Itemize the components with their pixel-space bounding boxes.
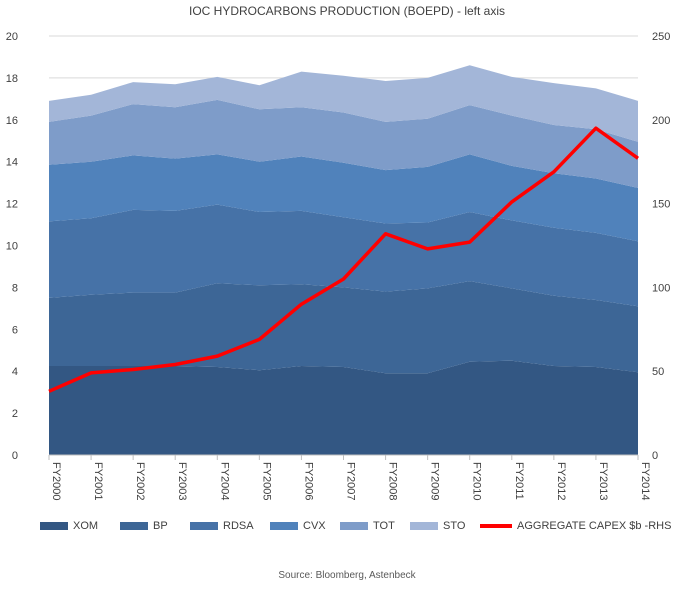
legend-line-swatch <box>480 524 512 528</box>
legend-swatch <box>270 522 298 530</box>
stacked-areas <box>49 65 638 455</box>
y-right-tick-label: 200 <box>652 115 670 127</box>
y-left-tick-label: 16 <box>6 115 18 127</box>
x-tick-label: FY2013 <box>597 462 609 501</box>
legend: XOM BP RDSA CVX TOT STO AGGREGATE CAPEX $b -RH… <box>40 520 680 536</box>
area-bp <box>49 281 638 374</box>
legend-label: CVX <box>303 520 326 532</box>
legend-label: XOM <box>73 520 99 532</box>
y-left-tick-label: 18 <box>6 73 18 85</box>
y-left-tick-label: 0 <box>12 450 18 462</box>
capex-line <box>48 126 640 393</box>
x-tick-label: FY2001 <box>92 462 104 501</box>
y-right-tick-label: 50 <box>652 366 664 378</box>
x-tick-label: FY2008 <box>387 462 399 501</box>
legend-item-tot: TOT <box>340 520 395 532</box>
source-note: Source: Bloomberg, Astenbeck <box>278 570 416 581</box>
x-tick-label: FY2004 <box>218 462 230 501</box>
y-left-tick-label: 14 <box>6 157 18 169</box>
area-tot <box>49 99 638 188</box>
legend-label: RDSA <box>223 520 254 532</box>
y-left-tick-label: 12 <box>6 199 18 211</box>
legend-item-cvx: CVX <box>270 520 326 532</box>
legend-swatch <box>40 522 68 530</box>
legend-item-sto: STO <box>410 520 465 532</box>
x-tick-label: FY2000 <box>50 462 62 501</box>
y-left-tick-label: 2 <box>12 408 18 420</box>
x-tick-label: FY2005 <box>260 462 272 501</box>
legend-swatch <box>340 522 368 530</box>
x-tick-label: FY2006 <box>302 462 314 501</box>
x-tick-label: FY2002 <box>134 462 146 501</box>
y-right-tick-label: 100 <box>652 282 670 294</box>
y-right-tick-label: 250 <box>652 31 670 43</box>
x-tick-label: FY2011 <box>513 462 525 500</box>
y-left-tick-label: 10 <box>6 241 18 253</box>
area-rdsa <box>49 204 638 307</box>
y-left-tick-label: 8 <box>12 282 18 294</box>
y-left-tick-label: 4 <box>12 366 18 378</box>
x-tick-label: FY2003 <box>176 462 188 501</box>
area-xom <box>49 360 638 455</box>
legend-swatch <box>190 522 218 530</box>
chart-title: IOC HYDROCARBONS PRODUCTION (BOEPD) - le… <box>189 4 505 18</box>
x-tick-label: FY2014 <box>639 462 651 501</box>
y-left-tick-label: 6 <box>12 324 18 336</box>
legend-item-xom: XOM <box>40 520 98 532</box>
legend-swatch <box>410 522 438 530</box>
y-right-tick-label: 0 <box>652 450 658 462</box>
legend-label: AGGREGATE CAPEX $b -RHS <box>517 520 672 532</box>
y-left-tick-label: 20 <box>6 31 18 43</box>
area-cvx <box>49 154 638 242</box>
legend-item-capex: AGGREGATE CAPEX $b -RHS <box>480 520 671 532</box>
area-sto <box>49 65 638 142</box>
x-tick-label: FY2010 <box>471 462 483 501</box>
legend-item-bp: BP <box>120 520 168 532</box>
x-tick-label: FY2009 <box>429 462 441 501</box>
legend-swatch <box>120 522 148 530</box>
legend-item-rdsa: RDSA <box>190 520 254 532</box>
capex-line-layer <box>48 126 640 393</box>
legend-label: BP <box>153 520 168 532</box>
x-tick-label: FY2007 <box>345 462 357 501</box>
legend-label: TOT <box>373 520 395 532</box>
y-right-tick-label: 150 <box>652 199 670 211</box>
x-tick-label: FY2012 <box>555 462 567 501</box>
legend-label: STO <box>443 520 466 532</box>
